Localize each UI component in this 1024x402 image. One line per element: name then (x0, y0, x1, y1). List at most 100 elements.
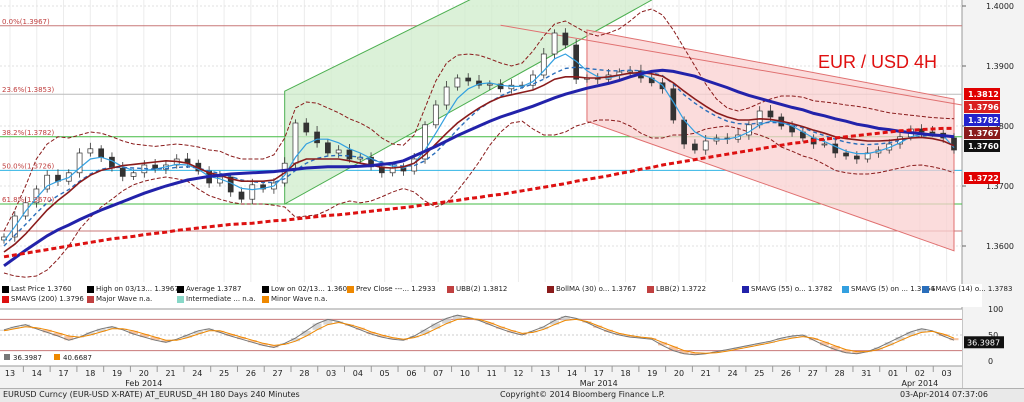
candle (130, 172, 137, 177)
oscillator-legend-swatch (54, 354, 60, 360)
oscillator-histogram-bar (366, 331, 376, 334)
price-tag-label: 1.3767 (968, 129, 999, 138)
y-tick-label: 1.3600 (986, 242, 1014, 251)
oscillator-histogram-bar (183, 335, 193, 338)
oscillator-histogram-bar (290, 338, 300, 342)
oscillator-histogram-bar (247, 340, 257, 343)
oscillator-histogram-bar (539, 326, 549, 330)
x-tick-label: 07 (433, 369, 443, 378)
legend-swatch (87, 295, 94, 303)
x-tick-label: 28 (834, 369, 844, 378)
legend-item: High on 03/13... 1.3967 (87, 285, 179, 293)
legend-item: SMAVG (200) 1.3796 (2, 295, 84, 303)
oscillator-line (3, 314, 955, 356)
oscillator-histogram-bar (107, 326, 117, 329)
candle (530, 74, 536, 86)
x-tick-label: 02 (915, 369, 925, 378)
oscillator-histogram-bar (744, 345, 754, 347)
oscillator-histogram-bar (798, 335, 808, 337)
oscillator-histogram-bar (301, 330, 311, 337)
candle (562, 32, 569, 46)
oscillator-histogram-bar (42, 329, 52, 333)
oscillator-histogram-bar (129, 330, 139, 334)
oscillator-legend-swatch (4, 354, 10, 360)
x-tick-label: 18 (85, 369, 95, 378)
candle (249, 184, 256, 200)
oscillator-histogram-bar (884, 342, 894, 346)
oscillator-histogram-bar (388, 337, 398, 340)
candle (346, 149, 353, 160)
oscillator-histogram-bar (528, 330, 538, 333)
candle (432, 104, 439, 126)
candle (76, 152, 83, 174)
oscillator-histogram-bar (215, 330, 225, 333)
x-tick-label: 27 (808, 369, 818, 378)
oscillator-histogram-bar (658, 342, 668, 346)
oscillator-tick-label: 0 (988, 357, 993, 366)
legend-item: Low on 02/13... 1.3606 (262, 285, 352, 293)
legend-swatch (647, 285, 654, 293)
y-tick-label: 1.3800 (986, 122, 1014, 131)
price-tag-label: 1.3760 (968, 142, 999, 151)
oscillator-histogram-bar (496, 326, 506, 329)
x-tick-label: 18 (620, 369, 630, 378)
candle (422, 124, 428, 160)
legend-label: SMAVG (5) on ... 1.3764 (851, 285, 935, 293)
candle (821, 143, 828, 146)
x-tick-label: 19 (112, 369, 122, 378)
price-tag (964, 127, 1000, 139)
oscillator-histogram-bar (377, 335, 387, 338)
candle (951, 137, 957, 151)
legend-label: Average 1.3787 (186, 285, 242, 293)
legend-swatch (2, 295, 9, 303)
footer-center: Copyright© 2014 Bloomberg Finance L.P. (500, 390, 665, 399)
x-tick-label: 12 (513, 369, 523, 378)
oscillator-tick-label: 50 (988, 331, 998, 340)
candle (476, 80, 482, 86)
oscillator-histogram-bar (193, 330, 203, 334)
chart-title: EUR / USD 4H (818, 52, 937, 72)
legend-swatch (262, 295, 269, 303)
legend-item: SMAVG (5) on ... 1.3764 (842, 285, 935, 293)
x-month-label: Apr 2014 (901, 379, 938, 388)
oscillator-histogram-bar (690, 352, 700, 355)
footer: EURUSD Curncy (EUR-USD X-RATE) AT_EURUSD… (0, 388, 1024, 402)
candle (843, 152, 849, 157)
oscillator-histogram-bar (323, 319, 333, 325)
candle (573, 44, 580, 80)
oscillator-histogram-bar (712, 351, 721, 353)
oscillator-histogram-bar (355, 327, 365, 330)
candle (22, 202, 29, 217)
candle (98, 148, 105, 158)
oscillator-histogram-bar (668, 346, 678, 351)
oscillator-current-tag (964, 336, 1004, 349)
x-tick-label: 28 (299, 369, 309, 378)
fib-label: 0.0%(1.3967) (2, 18, 50, 26)
x-tick-label: 14 (32, 369, 42, 378)
oscillator-histogram-bar (161, 340, 171, 343)
x-tick-label: 03 (942, 369, 952, 378)
oscillator-histogram-bar (21, 324, 31, 327)
legend-label: LBB(2) 1.3722 (656, 285, 707, 293)
legend-label: Last Price 1.3760 (11, 285, 72, 293)
bollma-30-line (3, 71, 955, 253)
smavg-5-line (3, 53, 955, 242)
oscillator-histogram-bar (625, 335, 635, 338)
legend-item: UBB(2) 1.3812 (447, 285, 507, 293)
oscillator-histogram-bar (755, 343, 765, 345)
oscillator-histogram-bar (452, 315, 462, 320)
candle (767, 110, 774, 118)
footer-right: 03-Apr-2014 07:37:06 (900, 390, 988, 399)
y-tick-label: 1.3700 (986, 182, 1014, 191)
x-tick-label: 17 (594, 369, 604, 378)
price-tag-label: 1.3782 (968, 116, 999, 125)
oscillator-histogram-bar (31, 327, 41, 329)
x-tick-label: 21 (165, 369, 175, 378)
oscillator-histogram-bar (226, 333, 236, 337)
x-tick-label: 25 (219, 369, 229, 378)
legend: Last Price 1.3760 High on 03/13... 1.3967… (2, 284, 1012, 307)
y-tick-label: 1.3900 (986, 62, 1014, 71)
oscillator-histogram-bar (593, 325, 603, 328)
oscillator-histogram-bar (906, 331, 916, 337)
